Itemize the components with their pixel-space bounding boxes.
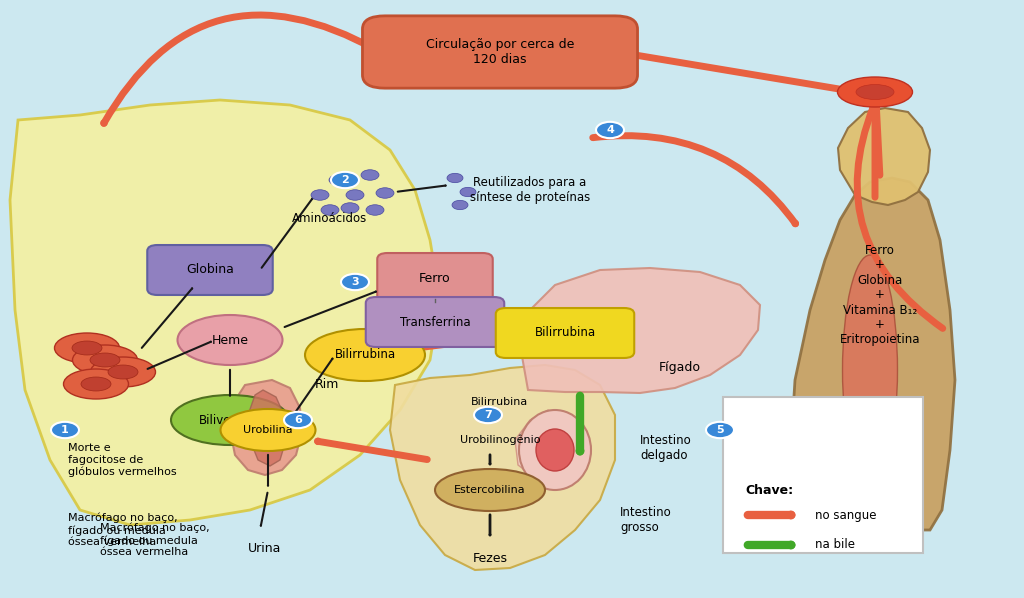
Circle shape: [447, 173, 463, 182]
FancyBboxPatch shape: [362, 16, 638, 88]
Text: Eritropoiese na
medula óssea vermelha: Eritropoiese na medula óssea vermelha: [735, 434, 877, 462]
Polygon shape: [790, 178, 955, 530]
FancyBboxPatch shape: [723, 397, 923, 553]
Text: Biliverdina: Biliverdina: [199, 413, 261, 426]
Circle shape: [51, 422, 79, 438]
Circle shape: [329, 175, 347, 185]
Text: Macrófago no baço,
fígado ou medula
óssea vermelha: Macrófago no baço, fígado ou medula ósse…: [68, 513, 177, 547]
FancyBboxPatch shape: [377, 253, 493, 303]
Text: Morte e
fagocitose de
glóbulos vermelhos: Morte e fagocitose de glóbulos vermelhos: [68, 443, 176, 477]
Circle shape: [452, 200, 468, 210]
Ellipse shape: [54, 333, 120, 363]
Circle shape: [311, 190, 329, 200]
Text: Urobilinogênio: Urobilinogênio: [460, 435, 541, 446]
Text: Intestino
grosso: Intestino grosso: [620, 506, 672, 534]
Circle shape: [341, 274, 369, 290]
Ellipse shape: [305, 329, 425, 381]
Ellipse shape: [838, 77, 912, 107]
Text: Bilirrubina: Bilirrubina: [335, 349, 395, 362]
Ellipse shape: [856, 84, 894, 99]
Text: Bilirrubina: Bilirrubina: [535, 327, 596, 340]
Text: 2: 2: [341, 175, 349, 185]
Circle shape: [474, 407, 502, 423]
Circle shape: [366, 205, 384, 215]
Polygon shape: [838, 108, 930, 205]
Text: Fezes: Fezes: [472, 551, 508, 565]
FancyBboxPatch shape: [366, 297, 504, 347]
Text: Ferro
+
Globina
+
Vitamina B₁₂
+
Eritropoietina: Ferro + Globina + Vitamina B₁₂ + Eritrop…: [840, 243, 921, 346]
Ellipse shape: [171, 395, 289, 445]
Ellipse shape: [177, 315, 283, 365]
Text: 6: 6: [294, 415, 302, 425]
Ellipse shape: [72, 341, 102, 355]
Ellipse shape: [90, 353, 120, 367]
Ellipse shape: [843, 255, 897, 485]
Polygon shape: [515, 410, 588, 480]
Circle shape: [596, 122, 624, 138]
Polygon shape: [520, 268, 760, 393]
Ellipse shape: [536, 429, 574, 471]
Text: Globina: Globina: [186, 264, 233, 276]
Polygon shape: [248, 390, 286, 466]
Polygon shape: [390, 365, 615, 570]
Circle shape: [331, 172, 359, 188]
Circle shape: [460, 187, 476, 197]
Polygon shape: [230, 380, 302, 475]
Circle shape: [376, 188, 394, 199]
Text: Intestino
delgado: Intestino delgado: [640, 434, 692, 462]
Circle shape: [341, 203, 359, 213]
FancyBboxPatch shape: [496, 308, 634, 358]
Text: 1: 1: [61, 425, 69, 435]
Ellipse shape: [81, 377, 111, 391]
Ellipse shape: [435, 469, 545, 511]
Text: 5: 5: [716, 425, 724, 435]
Circle shape: [284, 412, 312, 428]
Ellipse shape: [108, 365, 138, 379]
Text: Heme: Heme: [212, 334, 249, 346]
Text: 3: 3: [351, 277, 358, 287]
Text: Chave:: Chave:: [745, 484, 794, 496]
Text: no sangue: no sangue: [815, 508, 877, 521]
Text: Estercobilina: Estercobilina: [455, 485, 525, 495]
Text: Urobilina: Urobilina: [243, 425, 293, 435]
Ellipse shape: [220, 409, 315, 451]
Ellipse shape: [519, 410, 591, 490]
Text: Bilirrubina: Bilirrubina: [471, 397, 528, 407]
Text: Rim: Rim: [315, 379, 339, 392]
Circle shape: [706, 422, 734, 438]
Circle shape: [346, 190, 364, 200]
FancyBboxPatch shape: [147, 245, 272, 295]
Text: Urina: Urina: [248, 542, 282, 554]
Circle shape: [321, 205, 339, 215]
Text: Macrófago no baço,
fígado ou medula
óssea vermelha: Macrófago no baço, fígado ou medula ósse…: [100, 523, 210, 557]
Ellipse shape: [63, 369, 128, 399]
Text: Aminoácidos: Aminoácidos: [293, 212, 368, 224]
Text: Ferro: Ferro: [419, 271, 451, 285]
Text: Reutilizados para a
síntese de proteínas: Reutilizados para a síntese de proteínas: [470, 176, 590, 204]
Text: 7: 7: [484, 410, 492, 420]
Text: 4: 4: [606, 125, 614, 135]
Circle shape: [361, 170, 379, 180]
Text: na bile: na bile: [815, 539, 855, 551]
Ellipse shape: [90, 357, 156, 387]
Text: Fígado: Fígado: [659, 362, 701, 374]
Polygon shape: [10, 100, 440, 525]
Text: Transferrina: Transferrina: [399, 316, 470, 328]
Ellipse shape: [73, 345, 137, 375]
Text: Circulação por cerca de
120 dias: Circulação por cerca de 120 dias: [426, 38, 574, 66]
